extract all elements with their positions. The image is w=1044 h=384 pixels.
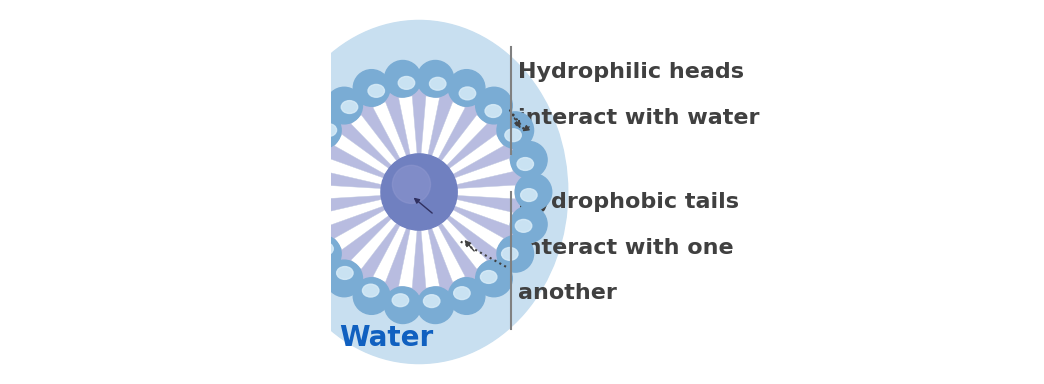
Circle shape <box>305 112 341 149</box>
Text: Water: Water <box>339 324 433 352</box>
Ellipse shape <box>336 266 353 280</box>
Polygon shape <box>323 185 407 199</box>
Ellipse shape <box>501 248 518 260</box>
Polygon shape <box>430 185 515 199</box>
Polygon shape <box>428 197 503 250</box>
Circle shape <box>417 287 454 323</box>
Ellipse shape <box>429 77 446 90</box>
Circle shape <box>476 260 513 297</box>
Polygon shape <box>428 134 503 187</box>
Polygon shape <box>373 202 417 282</box>
Polygon shape <box>419 96 440 181</box>
Polygon shape <box>351 199 413 269</box>
Ellipse shape <box>424 295 440 308</box>
Circle shape <box>511 141 547 178</box>
Circle shape <box>448 278 484 314</box>
Circle shape <box>326 87 362 124</box>
Polygon shape <box>425 199 488 269</box>
Ellipse shape <box>301 182 317 195</box>
Text: interact with one: interact with one <box>518 238 734 258</box>
Ellipse shape <box>516 219 531 232</box>
Polygon shape <box>419 203 440 288</box>
Circle shape <box>353 70 389 106</box>
Text: interact with water: interact with water <box>518 108 760 128</box>
Ellipse shape <box>393 294 408 307</box>
Polygon shape <box>429 194 514 226</box>
Ellipse shape <box>480 271 497 283</box>
Circle shape <box>291 141 328 178</box>
Circle shape <box>384 61 421 97</box>
Ellipse shape <box>521 189 537 202</box>
Ellipse shape <box>459 87 476 100</box>
Polygon shape <box>429 158 514 190</box>
Circle shape <box>286 174 323 210</box>
Ellipse shape <box>367 84 384 97</box>
Polygon shape <box>425 115 488 185</box>
Text: Hydrophobic tails: Hydrophobic tails <box>518 192 739 212</box>
Ellipse shape <box>454 287 470 300</box>
Circle shape <box>381 154 457 230</box>
Text: Hydrophilic heads: Hydrophilic heads <box>518 62 744 83</box>
Ellipse shape <box>398 76 414 89</box>
Polygon shape <box>334 197 410 250</box>
Ellipse shape <box>517 157 533 170</box>
Ellipse shape <box>321 124 336 136</box>
Polygon shape <box>422 102 466 182</box>
Ellipse shape <box>316 242 333 255</box>
Polygon shape <box>334 134 410 187</box>
Circle shape <box>497 112 533 149</box>
Polygon shape <box>422 202 466 282</box>
Circle shape <box>417 61 454 97</box>
Circle shape <box>353 278 389 314</box>
Circle shape <box>497 235 533 272</box>
Ellipse shape <box>362 284 379 297</box>
Ellipse shape <box>485 104 501 118</box>
Text: another: another <box>518 283 617 303</box>
Polygon shape <box>351 115 413 185</box>
Ellipse shape <box>306 152 323 165</box>
Ellipse shape <box>270 20 568 364</box>
Circle shape <box>511 206 547 243</box>
Ellipse shape <box>505 129 521 142</box>
Circle shape <box>384 287 421 323</box>
Circle shape <box>476 87 513 124</box>
Circle shape <box>515 174 551 210</box>
Circle shape <box>393 166 430 204</box>
Circle shape <box>326 260 362 297</box>
Polygon shape <box>373 102 417 182</box>
Ellipse shape <box>341 101 358 113</box>
Ellipse shape <box>305 214 322 227</box>
Polygon shape <box>325 194 408 226</box>
Polygon shape <box>325 158 408 190</box>
Polygon shape <box>399 203 420 288</box>
Polygon shape <box>399 96 420 181</box>
Circle shape <box>305 235 341 272</box>
Circle shape <box>448 70 484 106</box>
Circle shape <box>301 74 538 310</box>
Circle shape <box>291 206 328 243</box>
